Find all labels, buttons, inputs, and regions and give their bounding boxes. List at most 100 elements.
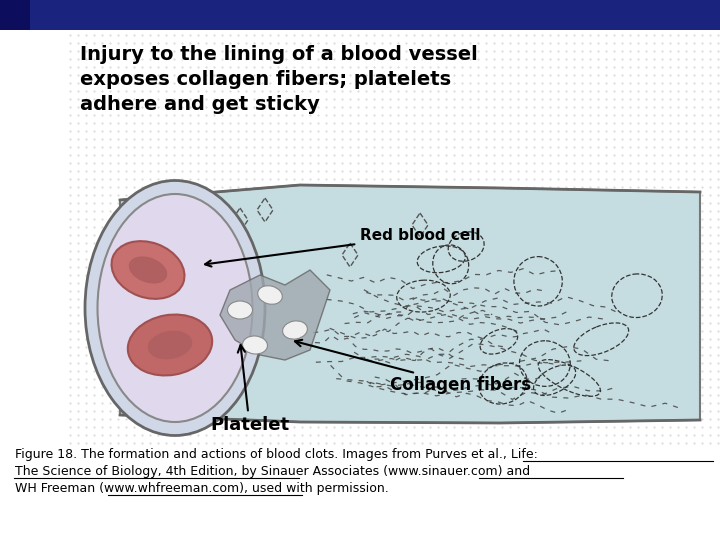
Bar: [22, 0, 25, 30]
Bar: [254, 0, 257, 30]
Bar: [252, 0, 255, 30]
Bar: [40, 0, 43, 30]
Bar: [334, 0, 337, 30]
Bar: [222, 0, 225, 30]
Bar: [12, 0, 15, 30]
Ellipse shape: [243, 336, 267, 354]
Bar: [368, 0, 371, 30]
Bar: [80, 0, 83, 30]
Bar: [356, 0, 359, 30]
Bar: [146, 0, 149, 30]
Bar: [124, 0, 127, 30]
Bar: [78, 0, 81, 30]
Bar: [38, 0, 41, 30]
Bar: [190, 0, 193, 30]
Ellipse shape: [129, 256, 167, 284]
Bar: [92, 0, 95, 30]
Bar: [308, 0, 311, 30]
Bar: [140, 0, 143, 30]
Bar: [14, 0, 17, 30]
Bar: [210, 0, 213, 30]
Bar: [76, 0, 79, 30]
Bar: [292, 0, 295, 30]
Bar: [226, 0, 229, 30]
Bar: [120, 0, 123, 30]
Polygon shape: [220, 270, 330, 360]
Bar: [328, 0, 331, 30]
Bar: [216, 0, 219, 30]
Bar: [250, 0, 253, 30]
Bar: [192, 0, 195, 30]
Bar: [256, 0, 259, 30]
Bar: [364, 0, 367, 30]
Bar: [324, 0, 327, 30]
Bar: [180, 0, 183, 30]
Text: WH Freeman (www.whfreeman.com), used with permission.: WH Freeman (www.whfreeman.com), used wit…: [15, 482, 389, 495]
Bar: [390, 0, 393, 30]
Bar: [234, 0, 237, 30]
Bar: [176, 0, 179, 30]
Bar: [238, 0, 241, 30]
Bar: [168, 0, 171, 30]
Bar: [174, 0, 177, 30]
Bar: [48, 0, 51, 30]
Bar: [160, 0, 163, 30]
Bar: [378, 0, 381, 30]
Bar: [278, 0, 281, 30]
Bar: [136, 0, 139, 30]
Bar: [346, 0, 349, 30]
Bar: [212, 0, 215, 30]
Bar: [348, 0, 351, 30]
Ellipse shape: [148, 330, 192, 359]
Bar: [102, 0, 105, 30]
Bar: [382, 0, 385, 30]
Bar: [236, 0, 239, 30]
Bar: [320, 0, 323, 30]
Bar: [60, 0, 63, 30]
Bar: [152, 0, 155, 30]
Bar: [158, 0, 161, 30]
Bar: [200, 0, 203, 30]
Ellipse shape: [228, 301, 253, 319]
Bar: [296, 0, 299, 30]
Bar: [90, 0, 93, 30]
Bar: [138, 0, 141, 30]
Bar: [312, 0, 315, 30]
Bar: [150, 0, 153, 30]
Bar: [70, 0, 73, 30]
Bar: [350, 0, 353, 30]
Bar: [186, 0, 189, 30]
Bar: [6, 0, 9, 30]
Bar: [178, 0, 181, 30]
Text: Red blood cell: Red blood cell: [205, 228, 480, 267]
Bar: [316, 0, 319, 30]
Bar: [142, 0, 145, 30]
Bar: [94, 0, 97, 30]
Bar: [196, 0, 199, 30]
Bar: [264, 0, 267, 30]
Bar: [362, 0, 365, 30]
Bar: [20, 0, 23, 30]
Bar: [84, 0, 87, 30]
Ellipse shape: [258, 286, 282, 304]
Ellipse shape: [128, 314, 212, 375]
Bar: [128, 0, 131, 30]
Bar: [164, 0, 167, 30]
Bar: [360, 0, 363, 30]
Bar: [286, 0, 289, 30]
Bar: [208, 0, 211, 30]
Bar: [260, 0, 263, 30]
Text: Figure 18. The formation and actions of blood clots. Images from Purves et al., : Figure 18. The formation and actions of …: [15, 448, 538, 461]
Bar: [218, 0, 221, 30]
Bar: [274, 0, 277, 30]
Bar: [302, 0, 305, 30]
Bar: [28, 0, 31, 30]
Bar: [276, 0, 279, 30]
Bar: [244, 0, 247, 30]
Bar: [266, 0, 269, 30]
Bar: [26, 0, 29, 30]
Bar: [106, 0, 109, 30]
Bar: [290, 0, 293, 30]
Bar: [272, 0, 275, 30]
Bar: [56, 0, 59, 30]
